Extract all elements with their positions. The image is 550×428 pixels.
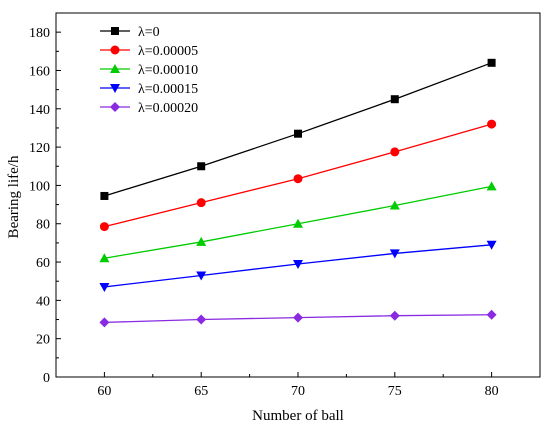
legend-marker [111, 27, 119, 35]
data-point [389, 310, 400, 321]
legend-marker [110, 64, 120, 73]
legend-label: λ=0.00020 [138, 101, 198, 116]
series-3 [99, 240, 497, 292]
series-2 [99, 181, 497, 263]
legend-label: λ=0.00015 [138, 82, 198, 97]
data-point [196, 314, 207, 325]
legend-label: λ=0.00005 [138, 44, 198, 59]
x-tick-label: 70 [291, 384, 305, 399]
series-1 [99, 119, 497, 232]
data-point [294, 129, 302, 138]
x-tick-label: 60 [97, 384, 111, 399]
data-point [293, 259, 303, 269]
y-tick-label: 0 [43, 371, 50, 386]
data-point [487, 119, 497, 129]
data-point [293, 174, 303, 184]
y-axis-title: Bearing life/h [6, 155, 22, 238]
legend-label: λ=0 [138, 25, 160, 40]
data-point [99, 222, 109, 232]
legend: λ=0 λ=0.00005 λ=0.00010 λ=0.00015 λ=0.00020 [100, 25, 198, 116]
y-tick-label: 80 [36, 218, 50, 233]
legend-marker [110, 84, 120, 93]
y-tick-label: 60 [36, 256, 50, 271]
data-point [196, 271, 207, 281]
series-0 [100, 58, 496, 200]
data-point [486, 240, 497, 250]
y-tick-label: 20 [36, 333, 50, 348]
series-layer [99, 58, 497, 328]
data-point [293, 312, 303, 323]
data-point [389, 249, 400, 259]
data-point [196, 198, 206, 208]
legend-item: λ=0.00005 [100, 44, 198, 59]
data-point [389, 200, 400, 210]
y-tick-label: 120 [29, 141, 50, 156]
y-tick-label: 180 [29, 26, 50, 41]
data-point [486, 181, 497, 191]
data-point [390, 147, 400, 157]
data-point [486, 309, 497, 320]
legend-item: λ=0 [100, 25, 160, 40]
legend-label: λ=0.00010 [138, 63, 198, 78]
data-point [99, 253, 110, 263]
x-tick-label: 75 [388, 384, 402, 399]
axes: 0 20 40 60 80 100 120 140 160 180 60 65 70 75 80 [29, 12, 541, 399]
x-axis-title: Number of ball [252, 408, 344, 424]
y-tick-label: 160 [29, 64, 50, 79]
legend-item: λ=0.00010 [100, 63, 198, 78]
data-point [197, 162, 206, 171]
x-tick-label: 80 [485, 384, 499, 399]
data-point [390, 95, 399, 104]
data-point [196, 236, 207, 246]
x-tick-label: 65 [194, 384, 208, 399]
y-tick-label: 100 [29, 179, 50, 194]
data-point [100, 191, 109, 200]
legend-item: λ=0.00015 [100, 82, 198, 97]
data-point [99, 317, 110, 328]
series-4 [99, 309, 497, 328]
y-tick-label: 40 [36, 294, 50, 309]
legend-marker [110, 45, 120, 55]
legend-marker [110, 102, 120, 112]
legend-item: λ=0.00020 [100, 101, 198, 116]
data-point [293, 218, 303, 228]
y-tick-label: 140 [29, 103, 50, 118]
data-point [487, 58, 496, 67]
data-point [99, 282, 110, 292]
